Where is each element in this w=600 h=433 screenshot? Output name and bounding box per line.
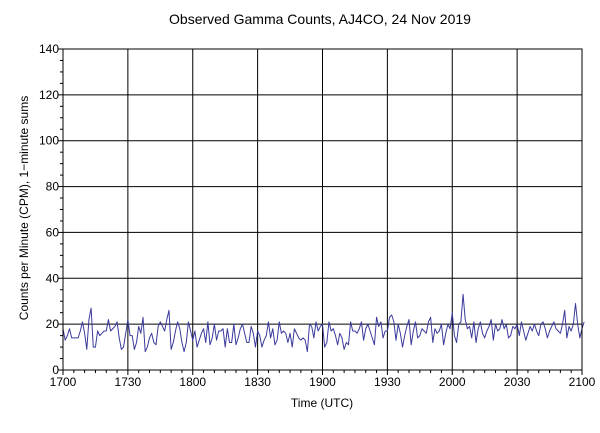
- y-tick-label: 20: [46, 317, 60, 331]
- x-tick-label: 2100: [569, 375, 596, 389]
- x-tick-label: 1730: [115, 375, 142, 389]
- grid: [63, 49, 582, 370]
- y-tick-label: 60: [46, 225, 60, 239]
- y-axis-label: Counts per Minute (CPM), 1−minute sums: [17, 96, 31, 320]
- y-tick-label: 140: [39, 42, 59, 56]
- series-layer: [62, 293, 585, 353]
- x-tick-label: 1900: [309, 375, 336, 389]
- y-tick-label: 0: [52, 363, 59, 377]
- x-tick-label: 1930: [374, 375, 401, 389]
- x-axis-label: Time (UTC): [291, 396, 353, 410]
- chart-title: Observed Gamma Counts, AJ4CO, 24 Nov 201…: [169, 11, 471, 27]
- x-tick-label: 1800: [179, 375, 206, 389]
- y-tick-label: 80: [46, 180, 60, 194]
- y-tick-label: 40: [46, 271, 60, 285]
- y-tick-label: 100: [39, 134, 59, 148]
- x-tick-label: 2000: [439, 375, 466, 389]
- x-tick-label: 1830: [244, 375, 271, 389]
- series-line-gamma-cpm: [62, 293, 585, 353]
- plot-area-frame: [62, 48, 583, 371]
- x-tick-label: 1700: [50, 375, 77, 389]
- y-tick-label: 120: [39, 88, 59, 102]
- x-tick-label: 2030: [504, 375, 531, 389]
- tick-labels: 1700 1730 1800 1830 1900 1930 2000 2030 2100 0 20 4…: [39, 42, 596, 389]
